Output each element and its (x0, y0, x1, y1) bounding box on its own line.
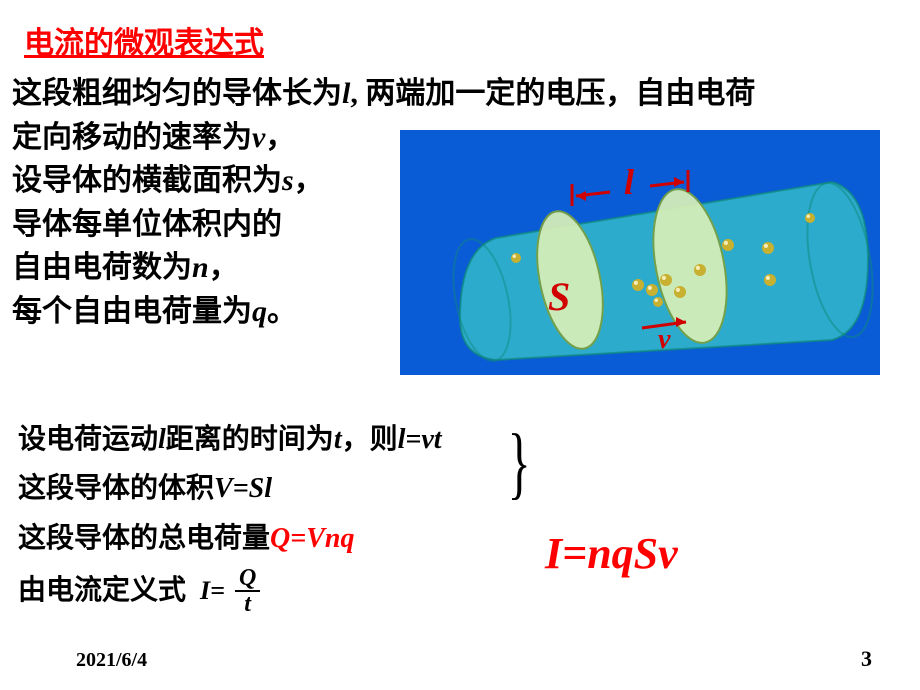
deriv-line-4: 由电流定义式 I= Q t (18, 566, 898, 616)
deriv-line-2: 这段导体的体积V=Sl (18, 467, 898, 510)
footer-page: 3 (861, 646, 872, 672)
text: 每个自由电荷量为 (12, 295, 252, 328)
var-n: n (192, 251, 209, 284)
text: 定向移动的速率为 (12, 121, 252, 154)
var-s: s (282, 164, 294, 197)
text: ， (209, 251, 239, 284)
slide-title: 电流的微观表达式 (24, 18, 910, 62)
footer-date: 2021/6/4 (76, 649, 147, 672)
var-v: v (252, 121, 265, 154)
cylinder-diagram: l S v (400, 130, 880, 375)
diagram-svg: l S v (400, 130, 880, 375)
svg-text:l: l (624, 162, 634, 202)
slide: 电流的微观表达式 这段粗细均匀的导体长为 l , 两端加一定的电压，自由电荷 定向移… (0, 0, 920, 690)
label-S: S (548, 274, 570, 319)
var-q: q (252, 295, 267, 328)
derivation: 设电荷运动l距离的时间为t，则l=vt 这段导体的体积V=Sl 这段导体的总电荷… (18, 418, 898, 622)
deriv-line-3: 这段导体的总电荷量Q=Vnq (18, 517, 898, 560)
text: 自由电荷数为 (12, 251, 192, 284)
text: 导体每单位体积内的 (12, 208, 282, 241)
text: ， (265, 121, 295, 154)
text: 这段粗细均匀的导体长为 (12, 77, 342, 110)
fraction: Q t (235, 566, 260, 616)
text: , 两端加一定的电压，自由电荷 (350, 77, 755, 110)
result-formula: I=nqSv (545, 528, 678, 579)
text: 设导体的横截面积为 (12, 164, 282, 197)
deriv-line-1: 设电荷运动l距离的时间为t，则l=vt (18, 418, 898, 461)
svg-text:v: v (658, 324, 671, 355)
text: ， (294, 164, 324, 197)
brace-icon: } (508, 418, 531, 509)
text: 。 (267, 295, 297, 328)
